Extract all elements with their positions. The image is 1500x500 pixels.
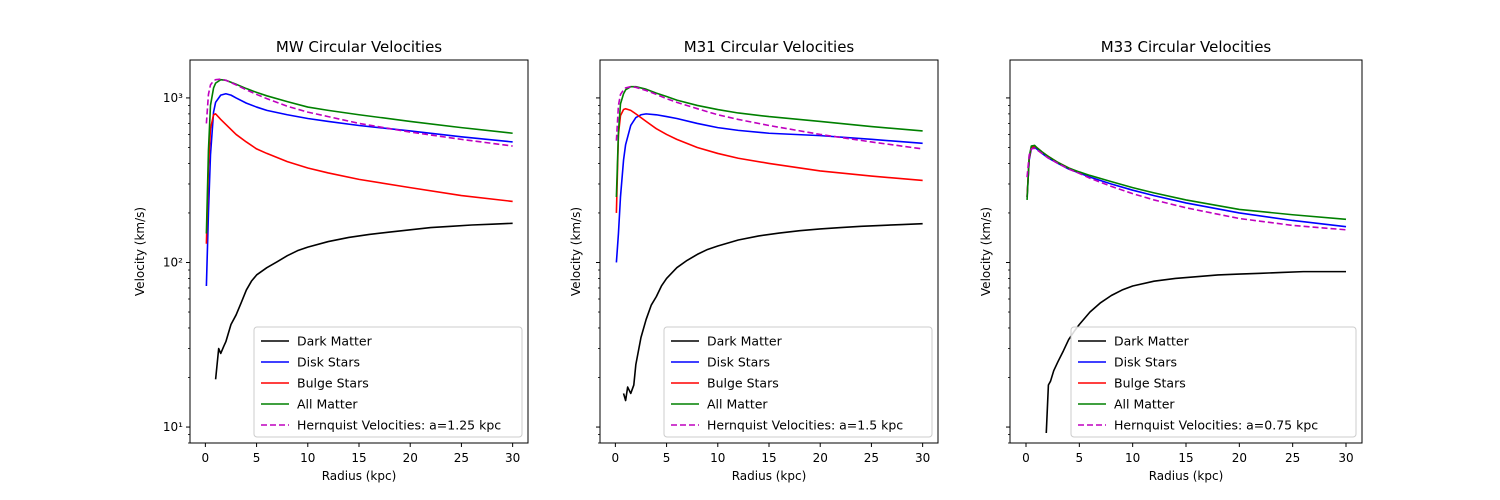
legend-label: Hernquist Velocities: a=0.75 kpc xyxy=(1114,418,1318,433)
x-tick-label: 25 xyxy=(864,451,879,465)
legend: Dark Matter Disk Stars Bulge Stars All Matt… xyxy=(663,326,933,438)
x-tick-label: 0 xyxy=(1022,451,1030,465)
x-tick-label: 15 xyxy=(1178,451,1193,465)
series-line-0 xyxy=(622,222,923,402)
x-tick-label: 10 xyxy=(300,451,315,465)
x-tick-label: 20 xyxy=(1232,451,1247,465)
series-group xyxy=(615,85,923,402)
x-axis-label: Radius (kpc) xyxy=(322,469,397,483)
x-tick-label: 20 xyxy=(813,451,828,465)
legend-label: All Matter xyxy=(1114,397,1175,412)
x-tick-label: 10 xyxy=(1125,451,1140,465)
x-tick-label: 30 xyxy=(1338,451,1353,465)
x-tick-label: 15 xyxy=(761,451,776,465)
legend-label: Dark Matter xyxy=(297,334,373,349)
x-axis-label: Radius (kpc) xyxy=(1149,469,1224,483)
chart-title: M33 Circular Velocities xyxy=(1101,38,1272,56)
x-tick-label: 10 xyxy=(710,451,725,465)
x-tick-label: 15 xyxy=(351,451,366,465)
series-line-0 xyxy=(1045,270,1346,434)
legend-label: All Matter xyxy=(707,397,768,412)
y-axis-label: Velocity (km/s) xyxy=(979,207,993,296)
legend-label: Hernquist Velocities: a=1.25 kpc xyxy=(297,418,501,433)
legend-label: Bulge Stars xyxy=(297,376,369,391)
series-line-3 xyxy=(205,78,513,234)
x-tick-label: 30 xyxy=(505,451,520,465)
y-axis-label: Velocity (km/s) xyxy=(133,207,147,296)
x-tick-label: 25 xyxy=(1285,451,1300,465)
y-tick-label: 10¹ xyxy=(163,420,183,434)
series-group xyxy=(1026,144,1347,434)
x-tick-label: 30 xyxy=(915,451,930,465)
x-tick-label: 5 xyxy=(1076,451,1084,465)
series-line-2 xyxy=(1026,145,1080,198)
series-line-1 xyxy=(205,92,513,286)
legend-label: Disk Stars xyxy=(707,355,770,370)
x-tick-label: 5 xyxy=(663,451,671,465)
legend-label: Bulge Stars xyxy=(707,376,779,391)
legend-box xyxy=(1070,326,1357,438)
legend-label: Disk Stars xyxy=(1114,355,1177,370)
chart-panel-1: M31 Circular Velocities 0 5 10 15 20 25 30 Radiu… xyxy=(569,38,939,483)
legend: Dark Matter Disk Stars Bulge Stars All Matt… xyxy=(1070,326,1357,438)
x-tick-label: 5 xyxy=(253,451,261,465)
series-group xyxy=(205,78,513,380)
series-line-3 xyxy=(1026,144,1347,221)
series-line-2 xyxy=(615,107,923,213)
legend: Dark Matter Disk Stars Bulge Stars All Matt… xyxy=(253,326,523,438)
x-tick-label: 20 xyxy=(403,451,418,465)
series-line-4 xyxy=(205,78,513,147)
chart-panel-2: M33 Circular Velocities 0 5 10 15 20 25 30 Radiu… xyxy=(979,38,1363,483)
legend-box xyxy=(663,326,933,438)
series-line-4 xyxy=(1026,147,1347,231)
legend-label: Dark Matter xyxy=(707,334,783,349)
legend-label: Hernquist Velocities: a=1.5 kpc xyxy=(707,418,903,433)
y-tick-label: 10² xyxy=(163,255,183,269)
y-axis-label: Velocity (km/s) xyxy=(569,207,583,296)
plot-frame xyxy=(1009,59,1363,444)
series-line-3 xyxy=(615,85,923,198)
y-tick-label: 10³ xyxy=(163,91,183,105)
legend-label: Dark Matter xyxy=(1114,334,1190,349)
series-line-4 xyxy=(615,85,923,150)
series-line-1 xyxy=(615,113,923,263)
chart-panel-0: MW Circular Velocities 0 5 10 15 20 25 30 10¹ 10²… xyxy=(133,38,529,483)
legend-box xyxy=(253,326,523,438)
legend-label: Bulge Stars xyxy=(1114,376,1186,391)
legend-label: Disk Stars xyxy=(297,355,360,370)
chart-title: M31 Circular Velocities xyxy=(684,38,855,56)
x-tick-label: 25 xyxy=(454,451,469,465)
series-line-2 xyxy=(205,113,513,244)
plot-frame xyxy=(599,59,939,444)
chart-title: MW Circular Velocities xyxy=(276,38,442,56)
legend-label: All Matter xyxy=(297,397,358,412)
plot-frame xyxy=(189,59,529,444)
x-tick-label: 0 xyxy=(202,451,210,465)
series-line-0 xyxy=(214,222,513,380)
x-axis-label: Radius (kpc) xyxy=(732,469,807,483)
x-tick-label: 0 xyxy=(612,451,620,465)
